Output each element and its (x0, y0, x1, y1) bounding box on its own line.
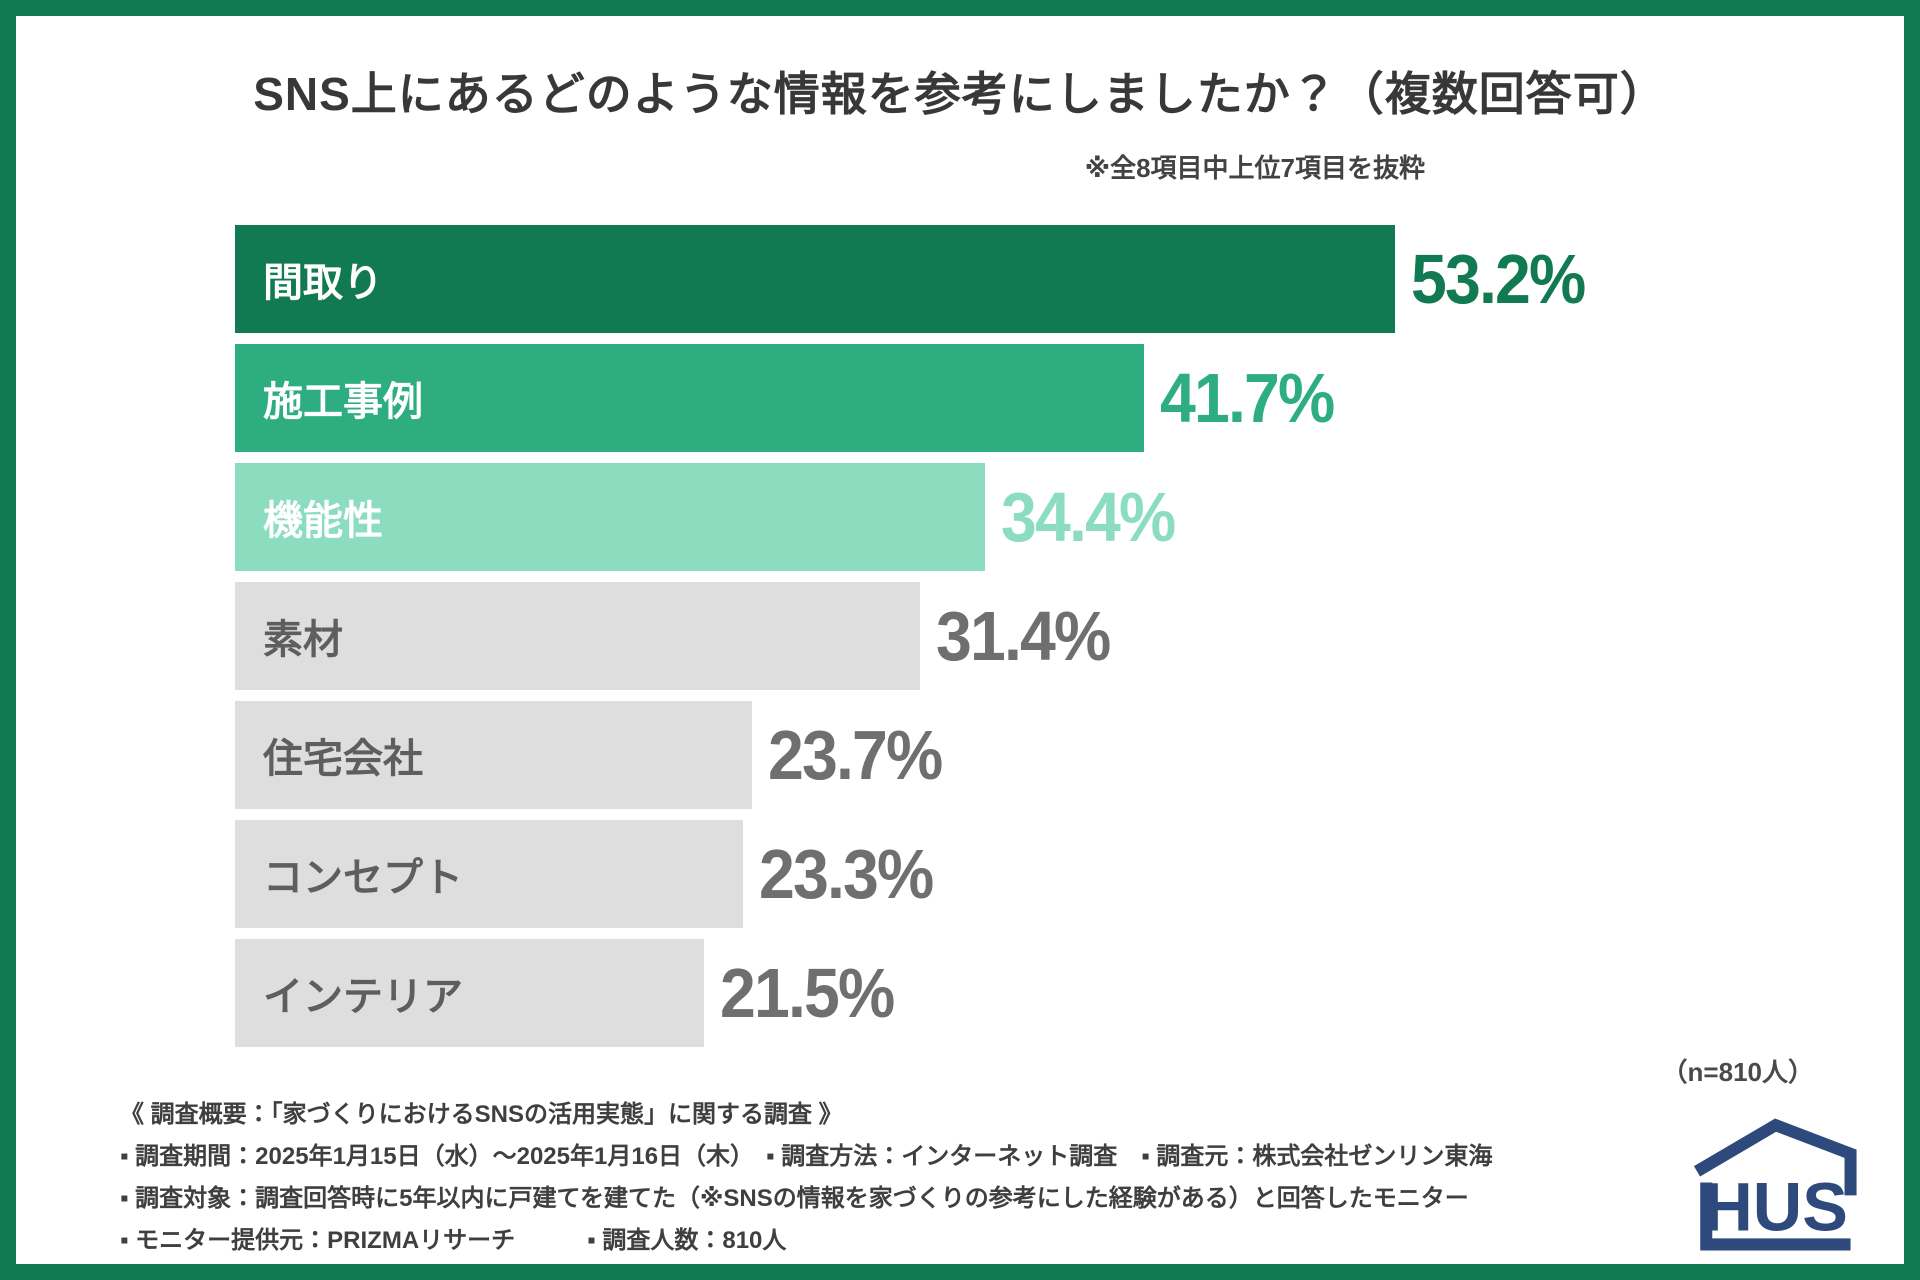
hus-house-logo-icon: HUS (1693, 1118, 1857, 1251)
bar-value-label: 41.7% (1160, 359, 1335, 437)
bar-value-label: 34.4% (1000, 478, 1176, 556)
bar-row: 機能性 34.4% (235, 463, 1543, 571)
bar-category-label: 機能性 (263, 499, 383, 543)
bar-category-label: 素材 (263, 618, 343, 662)
bar-value-label: 23.7% (767, 716, 943, 794)
bar-row: コンセプト 23.3% (235, 820, 1543, 928)
bar-row: 施工事例 41.7% (235, 344, 1543, 452)
survey-summary-line: 《 調査概要：「家づくりにおけるSNSの活用実態」に関する調査 》 (120, 1101, 843, 1128)
logo-text: HUS (1703, 1169, 1848, 1246)
bar-category-label: コンセプト (263, 856, 463, 900)
bar: コンセプト (235, 820, 743, 928)
bar-category-label: 施工事例 (263, 380, 423, 424)
bar-value-label: 23.3% (758, 835, 934, 913)
bar-value-label: 31.4% (935, 597, 1111, 675)
sample-size-note: （n=810人） (1661, 1057, 1814, 1087)
survey-summary-line: ▪ モニター提供元：PRIZMAリサーチ ▪ 調査人数：810人 (120, 1227, 787, 1254)
bar: 住宅会社 (235, 701, 752, 809)
bar-value-label: 21.5% (719, 954, 895, 1032)
excerpt-note: ※全8項目中上位7項目を抜粋 (1084, 153, 1425, 183)
bar: 素材 (235, 582, 920, 690)
bar: 施工事例 (235, 344, 1145, 452)
bar: 機能性 (235, 463, 985, 571)
survey-summary-line: ▪ 調査期間：2025年1月15日（水）〜2025年1月16日（木） ▪ 調査方… (120, 1143, 1493, 1170)
survey-summary-line: ▪ 調査対象：調査回答時に5年以内に戸建てを建てた（※SNSの情報を家づくりの参… (120, 1185, 1469, 1212)
bar-row: インテリア 21.5% (235, 939, 1543, 1047)
bar-row: 素材 31.4% (235, 582, 1543, 690)
bar-chart: 間取り 53.2% 施工事例 41.7% 機能性 34.4% 素材 31.4% (235, 225, 1586, 1058)
bar-category-label: インテリア (263, 975, 463, 1019)
bar-value-label: 53.2% (1410, 240, 1586, 318)
bar: インテリア (235, 939, 704, 1047)
bar-row: 住宅会社 23.7% (235, 701, 1543, 809)
bar: 間取り (235, 225, 1395, 333)
survey-summary: 《 調査概要：「家づくりにおけるSNSの活用実態」に関する調査 》 ▪ 調査期間… (120, 1094, 1492, 1262)
page-title: SNS上にあるどのような情報を参考にしましたか？（複数回答可） (253, 68, 1667, 120)
bar-row: 間取り 53.2% (235, 225, 1586, 333)
bar-category-label: 住宅会社 (263, 737, 423, 781)
bar-category-label: 間取り (263, 261, 383, 305)
